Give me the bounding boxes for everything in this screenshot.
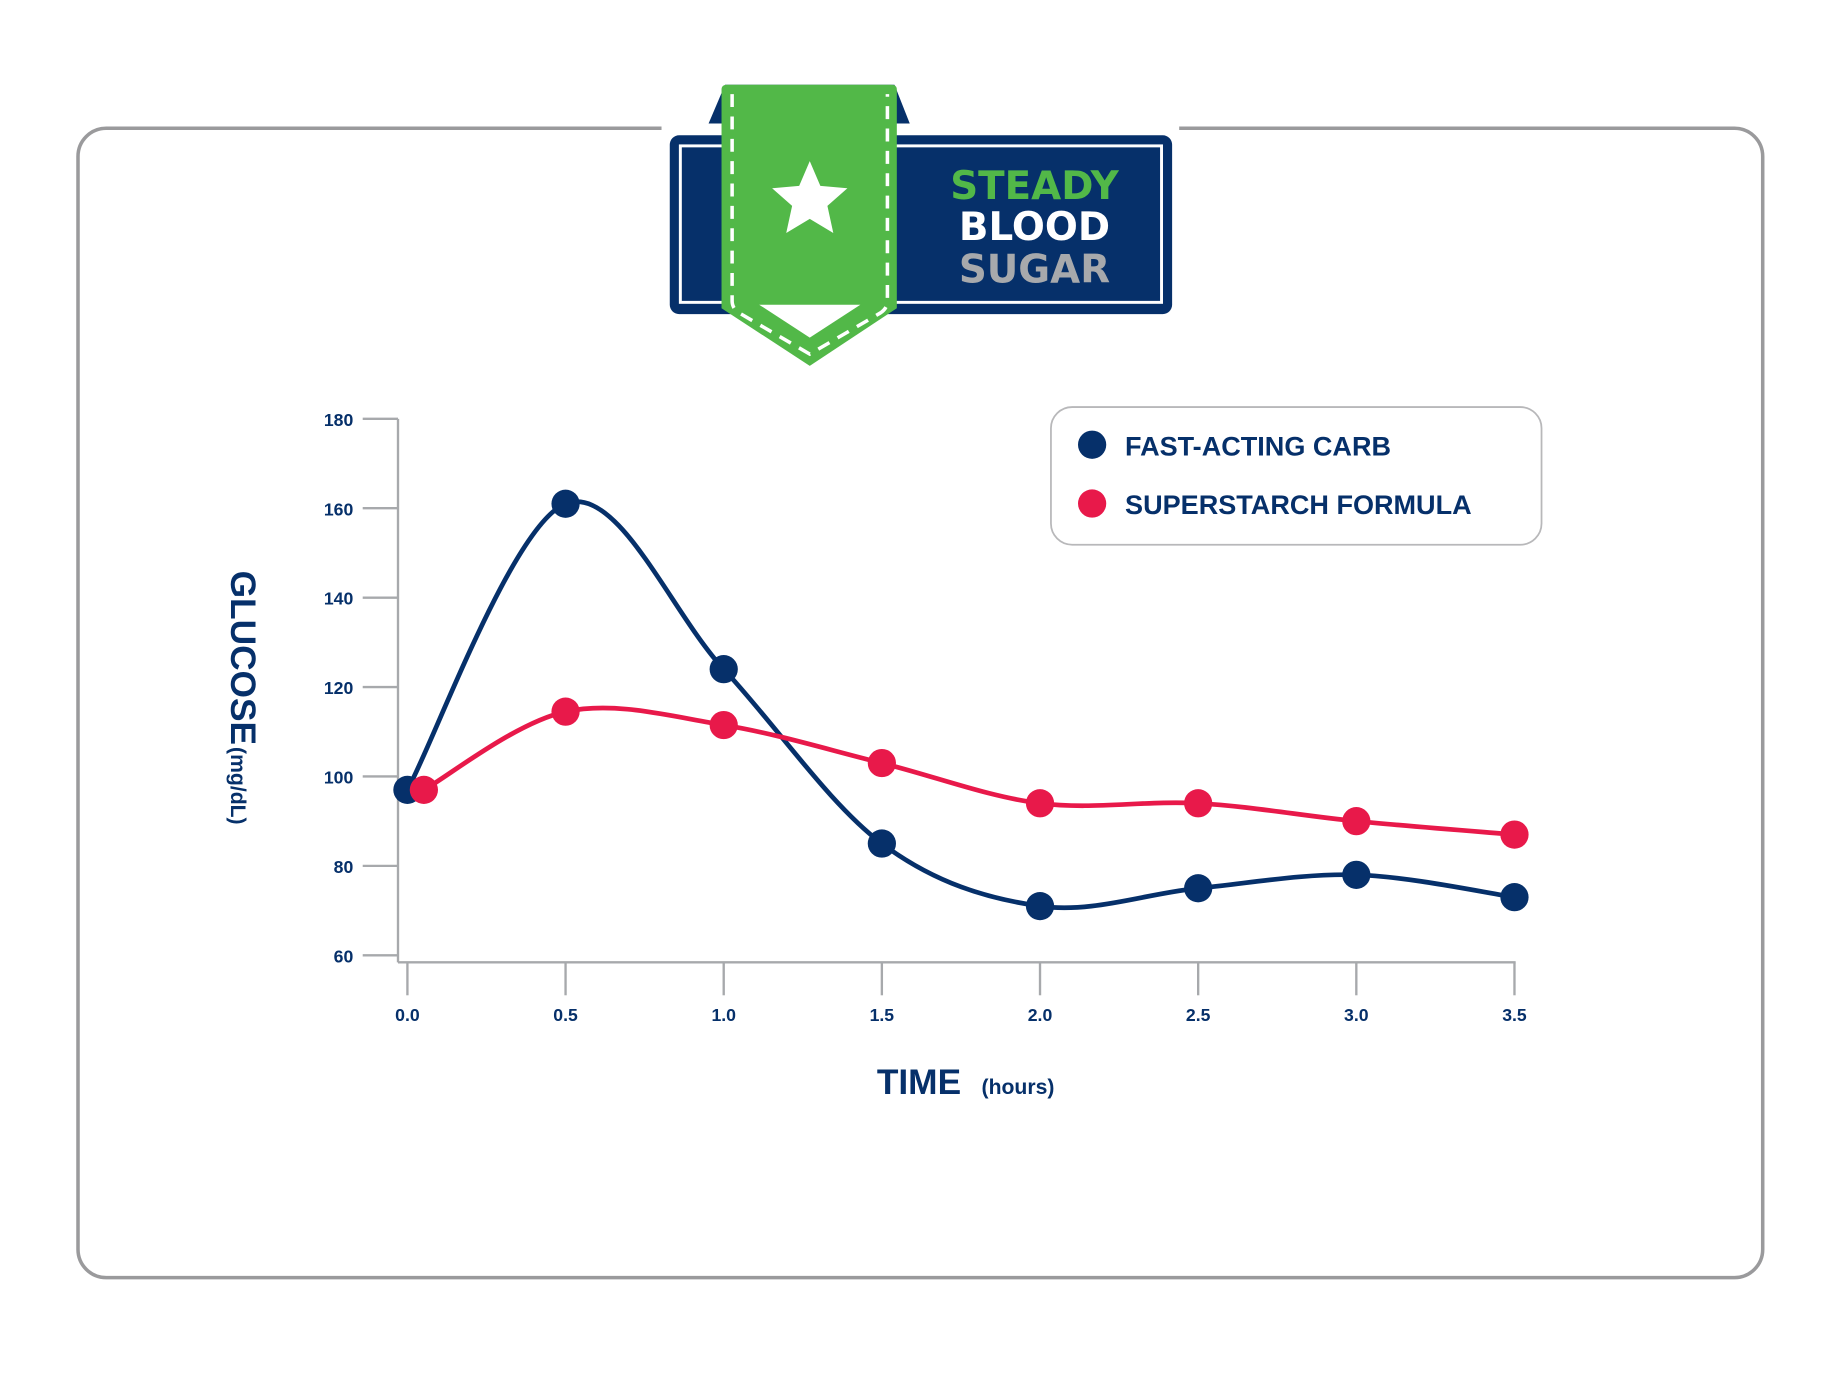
data-point-superstarch-formula <box>551 697 580 726</box>
x-axis-title: TIME <box>877 1063 961 1102</box>
data-point-fast-acting-carb <box>1500 883 1529 912</box>
badge-line-sugar: SUGAR <box>959 247 1110 292</box>
x-axis-unit: (hours) <box>982 1076 1055 1099</box>
data-point-superstarch-formula <box>409 775 438 804</box>
series-line-superstarch-formula <box>422 705 1515 837</box>
x-tick-label: 0.0 <box>395 1005 420 1025</box>
x-tick-label: 2.5 <box>1186 1005 1211 1025</box>
data-point-superstarch-formula <box>867 748 896 778</box>
x-tick-label: 3.0 <box>1344 1005 1369 1025</box>
y-tick-label: 100 <box>324 768 354 788</box>
y-tick-label: 80 <box>334 857 354 877</box>
data-point-superstarch-formula <box>709 710 738 740</box>
legend-label-fast-acting-carb: FAST-ACTING CARB <box>1125 431 1391 461</box>
data-point-fast-acting-carb <box>1184 874 1213 903</box>
x-tick-label: 2.0 <box>1028 1005 1053 1025</box>
x-tick-label: 3.5 <box>1502 1005 1527 1025</box>
data-point-fast-acting-carb <box>1342 860 1371 889</box>
steady-blood-sugar-badge: STEADY BLOOD SUGAR <box>669 84 1173 366</box>
data-point-superstarch-formula <box>1342 807 1371 836</box>
y-axis-unit: (mg/dL) <box>226 747 249 825</box>
data-point-superstarch-formula <box>1025 789 1055 818</box>
x-tick-label: 0.5 <box>553 1005 578 1025</box>
y-tick-label: 160 <box>324 499 354 519</box>
data-point-fast-acting-carb <box>551 489 580 518</box>
legend: FAST-ACTING CARB SUPERSTARCH FORMULA <box>1050 406 1543 546</box>
star-icon <box>772 161 848 233</box>
badge-line-blood: BLOOD <box>959 205 1110 250</box>
x-tick-label: 1.5 <box>870 1005 895 1025</box>
y-tick-label: 120 <box>324 678 354 698</box>
legend-marker-superstarch-formula <box>1078 489 1107 518</box>
legend-label-superstarch-formula: SUPERSTARCH FORMULA <box>1125 490 1472 520</box>
y-tick-label: 140 <box>324 589 354 609</box>
badge-line-steady: STEADY <box>950 164 1119 209</box>
data-point-fast-acting-carb <box>709 655 738 684</box>
data-point-fast-acting-carb <box>867 829 896 858</box>
x-tick-label: 1.0 <box>711 1005 736 1025</box>
y-axis-title: GLUCOSE <box>223 571 262 745</box>
data-point-superstarch-formula <box>1500 820 1529 849</box>
y-tick-label: 60 <box>334 946 354 966</box>
y-tick-label: 180 <box>324 410 354 430</box>
data-point-superstarch-formula <box>1184 789 1213 818</box>
legend-marker-fast-acting-carb <box>1078 430 1107 459</box>
data-point-fast-acting-carb <box>1025 892 1055 921</box>
